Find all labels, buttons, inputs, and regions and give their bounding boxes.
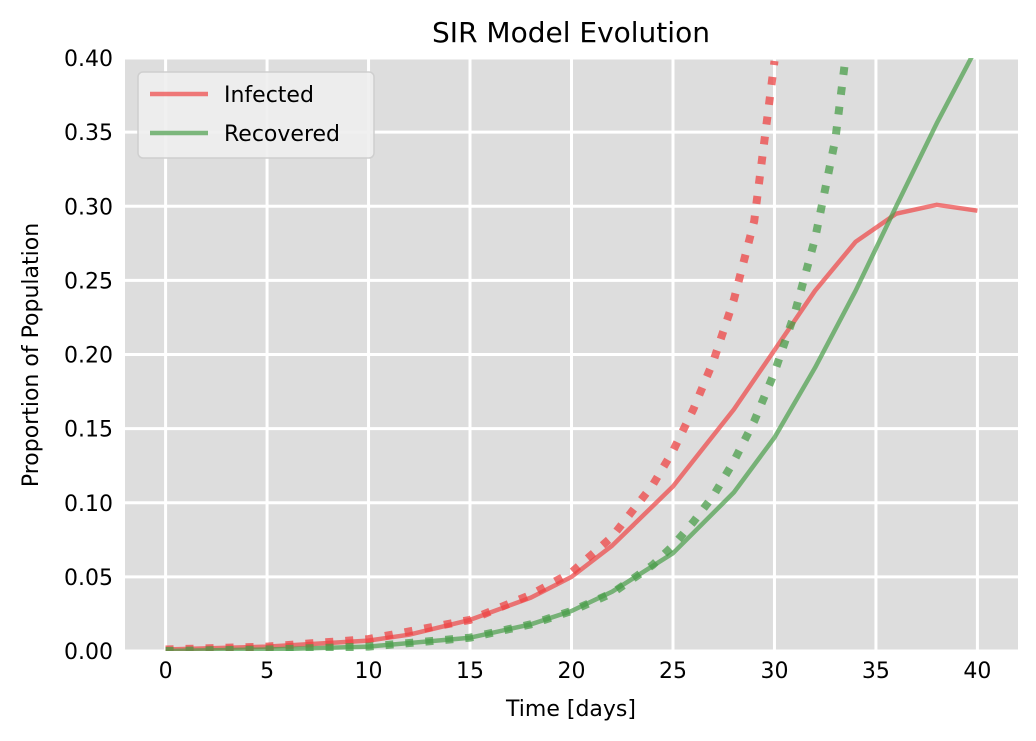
x-axis-label: Time [days] xyxy=(505,697,636,722)
x-tick-label: 25 xyxy=(659,659,687,684)
y-axis-label: Proportion of Population xyxy=(19,223,44,487)
y-tick-label: 0.00 xyxy=(64,640,113,665)
x-tick-label: 20 xyxy=(558,659,586,684)
y-tick-label: 0.35 xyxy=(64,121,113,146)
series-recovered-dotted xyxy=(165,58,850,651)
x-tick-label: 40 xyxy=(963,659,991,684)
x-tick-label: 15 xyxy=(456,659,484,684)
x-tick-label: 5 xyxy=(260,659,274,684)
y-ticks: 0.00 0.05 0.10 0.15 0.20 0.25 0.30 0.35 0.40 xyxy=(64,47,113,665)
legend: Infected Recovered xyxy=(137,71,375,159)
series-recovered-line xyxy=(165,58,974,651)
series-lines xyxy=(165,58,978,651)
y-tick-label: 0.10 xyxy=(64,492,113,517)
x-ticks: 0 5 10 15 20 25 30 35 40 xyxy=(159,659,992,684)
y-tick-label: 0.30 xyxy=(64,195,113,220)
y-tick-label: 0.15 xyxy=(64,418,113,443)
x-tick-label: 35 xyxy=(862,659,890,684)
x-tick-label: 0 xyxy=(159,659,173,684)
y-tick-label: 0.25 xyxy=(64,269,113,294)
y-tick-label: 0.40 xyxy=(64,47,113,72)
legend-label-recovered: Recovered xyxy=(224,122,340,147)
y-tick-label: 0.20 xyxy=(64,344,113,369)
x-tick-label: 10 xyxy=(355,659,383,684)
chart-title: SIR Model Evolution xyxy=(432,16,710,49)
x-tick-label: 30 xyxy=(760,659,788,684)
y-tick-label: 0.05 xyxy=(64,566,113,591)
series-infected-dotted xyxy=(165,60,779,651)
legend-label-infected: Infected xyxy=(224,83,314,108)
